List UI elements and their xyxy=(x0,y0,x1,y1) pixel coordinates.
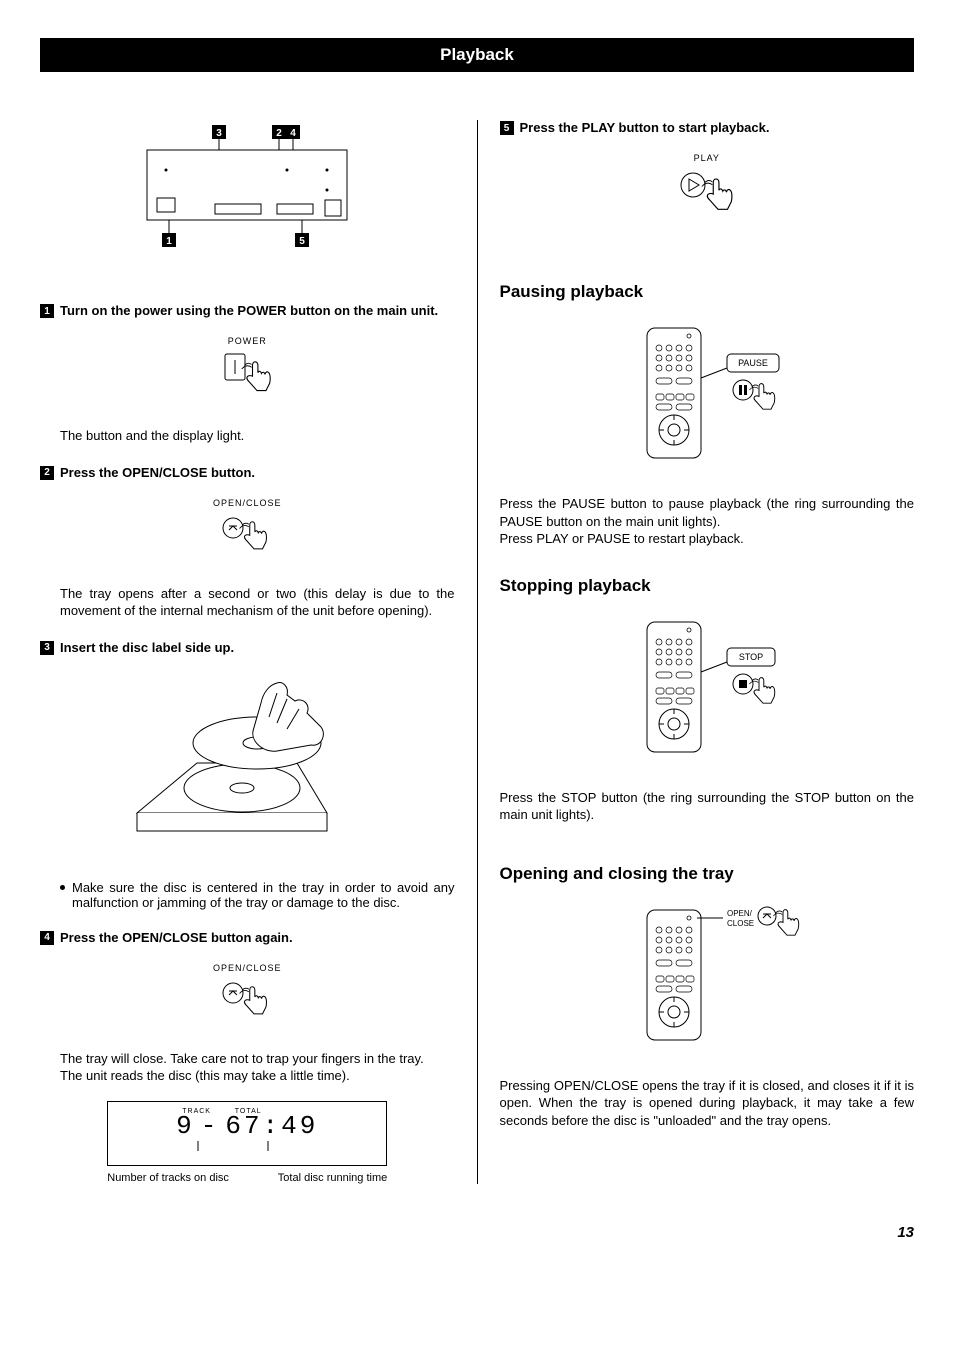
stopping-heading: Stopping playback xyxy=(500,576,915,596)
display-total-time: 67:49 xyxy=(225,1111,318,1141)
stopping-p1: Press the STOP button (the ring surround… xyxy=(500,789,915,824)
tray-button-label-2: CLOSE xyxy=(727,919,754,928)
svg-text:2: 2 xyxy=(276,128,282,139)
pause-remote-illustration: PAUSE xyxy=(500,318,915,473)
tray-p1: Pressing OPEN/CLOSE opens the tray if it… xyxy=(500,1077,915,1130)
tray-remote-illustration: OPEN/ CLOSE xyxy=(500,900,915,1055)
step-2: 2 Press the OPEN/CLOSE button. xyxy=(40,465,455,480)
step-number-badge: 1 xyxy=(40,304,54,318)
step-1: 1 Turn on the power using the POWER butt… xyxy=(40,303,455,318)
step-4-result-b: The unit reads the disc (this may take a… xyxy=(60,1067,455,1085)
step-3-text: Insert the disc label side up. xyxy=(60,640,455,655)
display-readout: TRACK TOTAL 9-67:49 xyxy=(107,1101,387,1166)
step-3-note: Make sure the disc is centered in the tr… xyxy=(60,880,455,910)
pausing-p2: Press PLAY or PAUSE to restart playback. xyxy=(500,530,915,548)
section-title-bar: Playback xyxy=(40,38,914,72)
stop-remote-illustration: STOP xyxy=(500,612,915,767)
pausing-p1: Press the PAUSE button to pause playback… xyxy=(500,495,915,530)
tray-heading: Opening and closing the tray xyxy=(500,864,915,884)
display-caption: Number of tracks on disc Total disc runn… xyxy=(107,1172,387,1184)
step-1-result: The button and the display light. xyxy=(60,427,455,445)
open-close-again-illustration: OPEN/CLOSE xyxy=(40,963,455,1026)
step-number-badge: 4 xyxy=(40,931,54,945)
display-track-count: 9 xyxy=(176,1111,195,1141)
svg-text:1: 1 xyxy=(166,236,172,247)
page-number: 13 xyxy=(40,1224,914,1241)
step-5: 5 Press the PLAY button to start playbac… xyxy=(500,120,915,135)
pause-button-label: PAUSE xyxy=(738,358,768,368)
power-button-illustration: POWER xyxy=(40,336,455,403)
caption-time: Total disc running time xyxy=(278,1172,387,1184)
play-label: PLAY xyxy=(500,153,915,163)
step-5-text: Press the PLAY button to start playback. xyxy=(520,120,915,135)
step-3: 3 Insert the disc label side up. xyxy=(40,640,455,655)
bullet-icon xyxy=(60,885,65,890)
step-3-note-text: Make sure the disc is centered in the tr… xyxy=(72,880,455,910)
step-number-badge: 5 xyxy=(500,121,514,135)
pausing-heading: Pausing playback xyxy=(500,282,915,302)
play-button-illustration: PLAY xyxy=(500,153,915,222)
svg-text:3: 3 xyxy=(216,128,222,139)
step-1-text: Turn on the power using the POWER button… xyxy=(60,303,455,318)
front-panel-diagram: 3 24 1 5 xyxy=(40,120,455,275)
tray-button-label-1: OPEN/ xyxy=(727,909,753,918)
step-number-badge: 2 xyxy=(40,466,54,480)
svg-text:5: 5 xyxy=(299,236,305,247)
svg-text:4: 4 xyxy=(290,128,296,139)
caption-tracks: Number of tracks on disc xyxy=(107,1172,229,1184)
display-sep: - xyxy=(201,1111,220,1141)
power-label: POWER xyxy=(40,336,455,346)
step-4-text: Press the OPEN/CLOSE button again. xyxy=(60,930,455,945)
step-2-result: The tray opens after a second or two (th… xyxy=(60,585,455,620)
step-4-result-a: The tray will close. Take care not to tr… xyxy=(60,1050,455,1068)
step-2-text: Press the OPEN/CLOSE button. xyxy=(60,465,455,480)
stop-button-label: STOP xyxy=(739,652,763,662)
open-close-illustration: OPEN/CLOSE xyxy=(40,498,455,561)
step-number-badge: 3 xyxy=(40,641,54,655)
step-4: 4 Press the OPEN/CLOSE button again. xyxy=(40,930,455,945)
disc-insert-illustration xyxy=(40,673,455,858)
open-close-label: OPEN/CLOSE xyxy=(40,963,455,973)
open-close-label: OPEN/CLOSE xyxy=(40,498,455,508)
